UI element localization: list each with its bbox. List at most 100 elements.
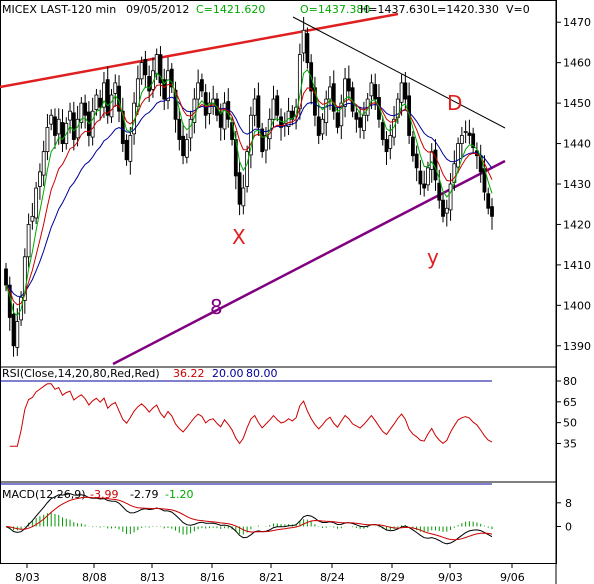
macd-axis: 08	[556, 497, 572, 533]
candle-body	[354, 112, 359, 120]
candle-body	[437, 182, 442, 201]
candle-body	[426, 167, 430, 186]
candle-body	[328, 86, 332, 100]
candle-body	[358, 117, 363, 128]
macd-tick-label: 0	[565, 520, 572, 533]
candle-body	[60, 122, 65, 144]
candle-body	[181, 135, 185, 157]
candle-body	[335, 112, 340, 128]
candlestick-series	[4, 16, 494, 357]
purple-support-trendline	[112, 159, 506, 366]
candle-body	[399, 82, 404, 103]
candle-body	[41, 151, 46, 176]
rsi-line	[9, 383, 493, 447]
candle-body	[490, 206, 494, 217]
macd-signal-line	[5, 496, 493, 541]
macd-value-3: -1.20	[165, 488, 193, 501]
candle-body	[313, 87, 317, 116]
ma-mid-line	[5, 83, 493, 306]
candle-body	[147, 76, 152, 92]
price-tick-label: 1400	[563, 299, 591, 312]
candle-body	[414, 153, 419, 169]
candle-body	[448, 183, 453, 211]
annotation-d: D	[447, 91, 462, 115]
candle-body	[105, 79, 110, 116]
candle-body	[433, 149, 438, 181]
candle-body	[245, 151, 250, 187]
rsi-title: RSI(Close,14,20,80,Red,Red)	[2, 367, 160, 380]
candle-body	[486, 193, 491, 209]
candle-body	[90, 110, 95, 138]
price-tick-label: 1460	[563, 57, 591, 70]
ma-fast-line	[5, 68, 493, 317]
macd-tick-label: 8	[565, 497, 572, 510]
candle-body	[120, 110, 125, 144]
macd-panel: MACD(12,26,9) -3.99 -2.79 -1.20 08	[2, 488, 572, 545]
x-tick-label: 8/16	[200, 571, 225, 584]
price-tick-label: 1420	[563, 218, 591, 231]
candle-body	[271, 98, 276, 120]
candle-body	[173, 89, 178, 120]
rsi-tick-label: 50	[563, 417, 577, 430]
candle-body	[384, 139, 389, 153]
candle-body	[188, 118, 193, 139]
candle-body	[184, 139, 189, 158]
candle-body	[441, 199, 445, 217]
candle-body	[369, 82, 374, 97]
candle-body	[459, 135, 464, 144]
candle-body	[45, 126, 50, 153]
price-tick-label: 1470	[563, 16, 591, 29]
candle-body	[158, 54, 163, 84]
candle-body	[68, 110, 72, 121]
x-tick-label: 8/29	[380, 571, 405, 584]
x-tick-label: 8/08	[82, 571, 107, 584]
price-tick-label: 1430	[563, 178, 591, 191]
rsi-tick-label: 80	[563, 375, 577, 388]
candle-body	[22, 256, 27, 301]
candle-body	[252, 98, 257, 116]
rsi-high-level: 80.00	[246, 367, 278, 380]
candle-body	[79, 102, 84, 123]
macd-line	[5, 493, 493, 545]
candle-body	[362, 114, 366, 132]
x-tick-label: 9/06	[500, 571, 525, 584]
candle-body	[380, 122, 385, 140]
ma-slow-line	[5, 96, 493, 297]
price-tick-label: 1410	[563, 259, 591, 272]
price-header: MICEX LAST-120 min 09/05/2012 C=1421.620…	[2, 3, 530, 16]
candle-body	[222, 102, 227, 130]
candle-body	[444, 207, 449, 214]
plot-frame	[0, 0, 557, 564]
candle-body	[154, 54, 159, 75]
annotation-y: y	[427, 245, 439, 269]
candle-body	[109, 94, 114, 118]
rsi-current-value: 36.22	[173, 367, 205, 380]
candle-body	[139, 62, 144, 80]
header-symbol: MICEX LAST-120 min	[2, 3, 116, 16]
macd-histogram	[9, 512, 493, 535]
candle-body	[373, 84, 378, 100]
candle-body	[15, 321, 20, 348]
candle-body	[331, 83, 336, 112]
rsi-tick-label: 35	[563, 437, 577, 450]
x-tick-label: 8/03	[15, 571, 40, 584]
candle-body	[422, 183, 427, 189]
descending-trendline	[292, 16, 506, 129]
candle-body	[162, 79, 167, 100]
candle-body	[241, 187, 246, 207]
candle-body	[294, 106, 298, 117]
candle-body	[124, 139, 129, 161]
candle-body	[113, 82, 118, 94]
x-tick-label: 8/21	[259, 571, 284, 584]
macd-title: MACD(12,26,9)	[2, 488, 86, 501]
candle-body	[429, 151, 434, 170]
candle-body	[463, 131, 468, 133]
candle-body	[264, 135, 268, 151]
price-axis: 1390 1400 1410 1420 1430 1440 1450 1460 1470	[556, 16, 591, 353]
header-volume: V=0	[506, 3, 530, 16]
candle-body	[102, 82, 106, 108]
candle-body	[324, 98, 329, 123]
candle-body	[343, 78, 347, 107]
candle-body	[53, 116, 57, 136]
